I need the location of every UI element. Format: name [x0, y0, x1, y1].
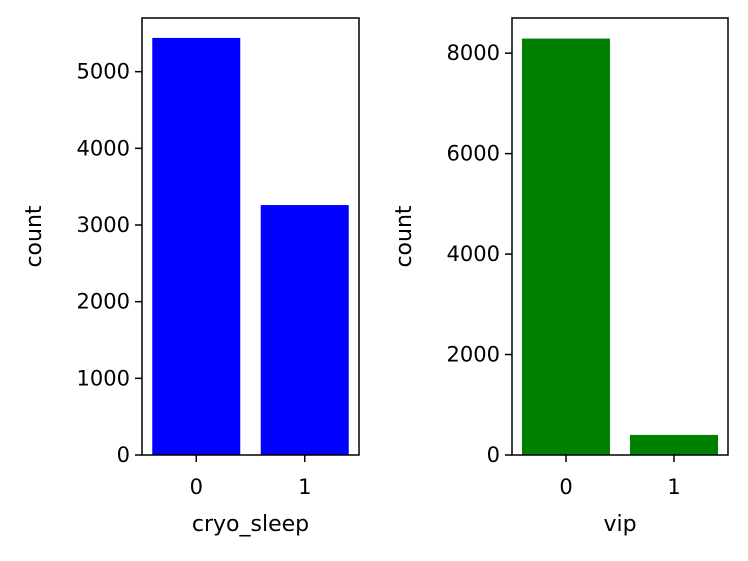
- y-axis-label-2: count: [392, 205, 417, 267]
- y-tick-label-2-2000: 2000: [447, 343, 500, 367]
- bar-2-1: [630, 434, 718, 455]
- y-tick-label-1-5000: 5000: [77, 60, 130, 84]
- y-tick-label-2-4000: 4000: [447, 242, 500, 266]
- plot-frame-2: [511, 17, 729, 456]
- x-tick-label-2-1: 1: [667, 475, 680, 499]
- bar-1-1: [260, 205, 349, 455]
- x-tick-label-1-1: 1: [298, 475, 311, 499]
- x-tick-label-2-0: 0: [559, 475, 572, 499]
- bar-1-0: [152, 37, 241, 455]
- y-axis-label-1: count: [22, 205, 47, 267]
- y-tick-label-1-0: 0: [117, 443, 130, 467]
- y-tick-label-2-0: 0: [487, 443, 500, 467]
- y-tick-label-1-4000: 4000: [77, 136, 130, 160]
- x-axis-label-1: cryo_sleep: [192, 512, 309, 537]
- y-tick-label-1-2000: 2000: [77, 290, 130, 314]
- x-tick-label-1-0: 0: [190, 475, 203, 499]
- x-axis-label-2: vip: [603, 512, 636, 537]
- plot-frame-1: [141, 17, 360, 456]
- bar-2-0: [522, 38, 610, 456]
- y-tick-label-2-6000: 6000: [447, 142, 500, 166]
- y-tick-label-2-8000: 8000: [447, 41, 500, 65]
- y-tick-label-1-1000: 1000: [77, 366, 130, 390]
- y-tick-label-1-3000: 3000: [77, 213, 130, 237]
